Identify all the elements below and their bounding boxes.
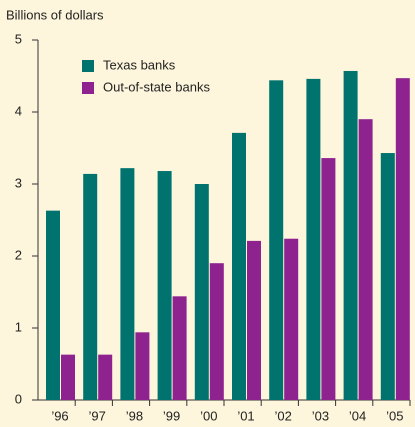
y-tick-label: 4: [15, 103, 22, 118]
bar: [61, 354, 75, 400]
bar: [157, 171, 172, 400]
bar: [232, 132, 246, 400]
axis-title: Billions of dollars: [6, 7, 104, 22]
x-tick-label: ’03: [312, 408, 329, 423]
x-tick-label: ’99: [163, 408, 180, 423]
x-tick-label: ’04: [349, 408, 366, 423]
x-tick-label: ’05: [386, 408, 403, 423]
y-tick-label: 3: [15, 175, 22, 190]
bar: [358, 119, 373, 400]
y-tick-label: 2: [15, 247, 22, 262]
legend-label: Texas banks: [103, 57, 176, 72]
legend-swatch: [82, 60, 94, 72]
legend-swatch: [82, 82, 94, 94]
bar: [135, 332, 150, 400]
bar: [46, 210, 60, 400]
y-tick-label: 0: [15, 391, 22, 406]
bar: [343, 70, 358, 401]
y-tick-label: 5: [15, 31, 22, 46]
x-tick-label: ’98: [126, 408, 143, 423]
x-tick-label: ’97: [89, 408, 106, 423]
bar: [380, 153, 395, 400]
bar: [98, 354, 113, 400]
legend-label: Out-of-state banks: [103, 79, 210, 94]
bar: [172, 296, 187, 400]
bar: [395, 78, 410, 400]
bar: [269, 80, 284, 400]
x-tick-label: ’01: [237, 408, 254, 423]
bar: [306, 78, 321, 400]
bar: [209, 263, 224, 400]
bar: [247, 240, 261, 400]
x-tick-label: ’00: [200, 408, 217, 423]
bar: [120, 168, 135, 400]
y-tick-label: 1: [15, 319, 22, 334]
x-tick-label: ’02: [275, 408, 292, 423]
bar: [321, 158, 336, 400]
bar: [194, 184, 209, 400]
x-tick-label: ’96: [51, 408, 68, 423]
bar: [83, 173, 98, 400]
bar: [284, 238, 299, 400]
